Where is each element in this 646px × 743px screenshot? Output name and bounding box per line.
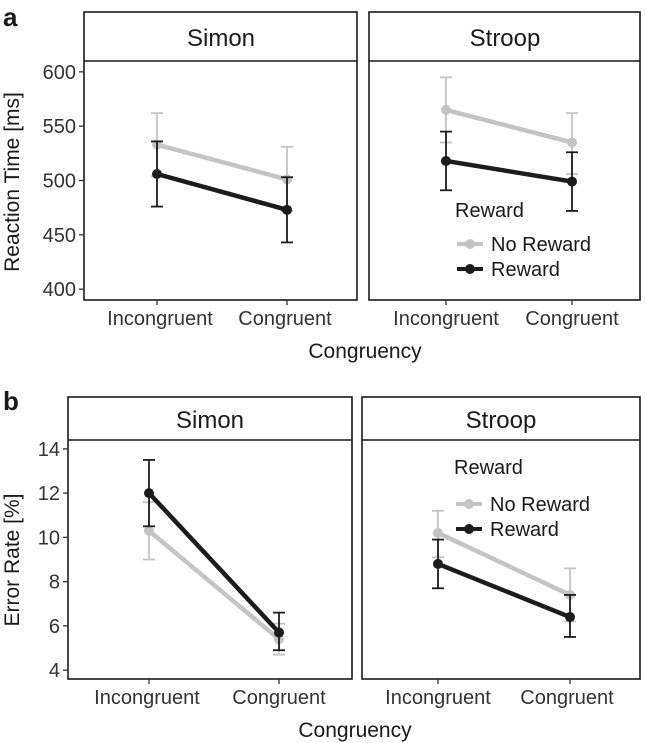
panel-b-ytick-label-10: 10 [38, 527, 60, 549]
panel-b-stroop-frame [361, 396, 641, 680]
panel-b-stroop-xtick-incongruent: Incongruent [385, 687, 491, 709]
panel-b-stroop-no-reward-point-0 [433, 527, 443, 538]
panel-a-stroop-no-reward-point-1 [567, 137, 577, 148]
panel-a-letter: a [3, 2, 18, 32]
panel-a-y-axis: 400 450 500 550 600 [43, 62, 84, 301]
panel-a-simon-xtick-incongruent: Incongruent [107, 308, 213, 330]
panel-b-legend: Reward No Reward Reward [454, 457, 590, 541]
panel-b-legend-label-no-reward: No Reward [490, 494, 590, 516]
panel-a-ytick-label-500: 500 [43, 171, 76, 193]
panel-b-ytick-label-14: 14 [38, 439, 60, 461]
panel-a-stroop-xtick-congruent: Congruent [525, 308, 619, 330]
panel-a-stroop-reward-point-1 [567, 176, 577, 187]
panel-b-simon-xtick-incongruent: Incongruent [94, 687, 200, 709]
panel-b-simon-reward-series-line [146, 490, 282, 635]
panel-a-legend-key-reward-dot [465, 264, 475, 274]
panel-a-stroop-xtick-incongruent: Incongruent [393, 308, 499, 330]
panel-a-ytick-label-400: 400 [43, 279, 76, 301]
panel-a-x-axis-title: Congruency [308, 340, 422, 363]
panel-a-facet-simon: Simon [83, 11, 358, 305]
panel-b-facet-stroop: Stroop [361, 396, 641, 684]
panel-a-stroop-frame [368, 11, 641, 301]
panel-b-y-axis-title: Error Rate [%] [1, 493, 24, 626]
panel-a-ytick-label-450: 450 [43, 225, 76, 247]
panel-b: b Simon Stroop 4 6 8 10 12 14 Incongruent Con… [1, 386, 641, 742]
panel-a-facet-stroop: Stroop [368, 11, 641, 305]
panel-b-stroop-strip-title: Stroop [466, 407, 537, 434]
panel-b-simon-xtick-congruent: Congruent [232, 687, 326, 709]
panel-b-simon-reward-point-1 [274, 627, 284, 638]
panel-b-legend-label-reward: Reward [490, 519, 559, 541]
panel-a-stroop-no-reward-series-line [443, 107, 575, 145]
panel-b-letter: b [3, 386, 19, 416]
panel-b-y-axis: 4 6 8 10 12 14 [38, 439, 68, 682]
panel-a-legend: Reward No Reward Reward [455, 200, 591, 281]
panel-a-ytick-label-550: 550 [43, 116, 76, 138]
panel-b-facet-simon: Simon [67, 396, 353, 684]
panel-b-stroop-reward-point-0 [433, 558, 443, 569]
panel-b-ytick-label-8: 8 [49, 572, 60, 594]
panel-a-legend-label-reward: Reward [491, 259, 560, 281]
panel-b-stroop-no-reward-series-line [435, 530, 573, 598]
panel-a-legend-key-no-reward-dot [465, 239, 475, 249]
panel-b-simon-plot-area [143, 459, 285, 684]
panel-a-simon-frame [83, 11, 358, 301]
panel-b-x-axis-title: Congruency [298, 719, 412, 742]
panel-a: a Simon Stroop 400 450 500 550 600 Incongrue… [1, 2, 641, 363]
panel-b-ytick-label-6: 6 [49, 616, 60, 638]
panel-a-stroop-reward-series-line [443, 158, 575, 184]
panel-a-legend-label-no-reward: No Reward [491, 234, 591, 256]
panel-a-simon-reward-series-line [154, 171, 290, 213]
panel-b-simon-strip-title: Simon [176, 407, 244, 434]
panel-a-simon-reward-point-1 [282, 204, 292, 215]
panel-b-simon-no-reward-series-line [146, 528, 282, 642]
panel-b-legend-title: Reward [454, 457, 523, 479]
panel-a-simon-reward-point-0 [152, 168, 162, 179]
panel-a-stroop-no-reward-point-0 [441, 104, 451, 115]
panel-b-stroop-reward-point-1 [565, 612, 575, 623]
panel-b-stroop-reward-series-line [435, 561, 573, 620]
panel-a-legend-title: Reward [455, 200, 524, 222]
panel-a-simon-plot-area [151, 112, 293, 305]
panel-b-ytick-label-12: 12 [38, 483, 60, 505]
panel-b-stroop-xtick-congruent: Congruent [520, 687, 614, 709]
panel-b-legend-key-reward-dot [464, 524, 474, 534]
panel-a-stroop-plot-area [440, 76, 578, 305]
panel-b-simon-no-reward-point-0 [144, 525, 154, 536]
panel-a-simon-no-reward-series-line [154, 142, 290, 182]
panel-a-y-axis-title: Reaction Time [ms] [1, 92, 24, 272]
panel-a-simon-strip-title: Simon [187, 25, 255, 52]
panel-b-legend-key-no-reward-dot [464, 499, 474, 509]
panel-a-stroop-strip-title: Stroop [470, 25, 541, 52]
panel-a-simon-xtick-congruent: Congruent [238, 308, 332, 330]
panel-a-ytick-label-600: 600 [43, 62, 76, 84]
panel-b-ytick-label-4: 4 [49, 660, 60, 682]
panel-b-stroop-plot-area [432, 509, 576, 684]
panel-a-stroop-reward-point-0 [441, 155, 451, 166]
panel-b-simon-reward-point-0 [144, 488, 154, 499]
